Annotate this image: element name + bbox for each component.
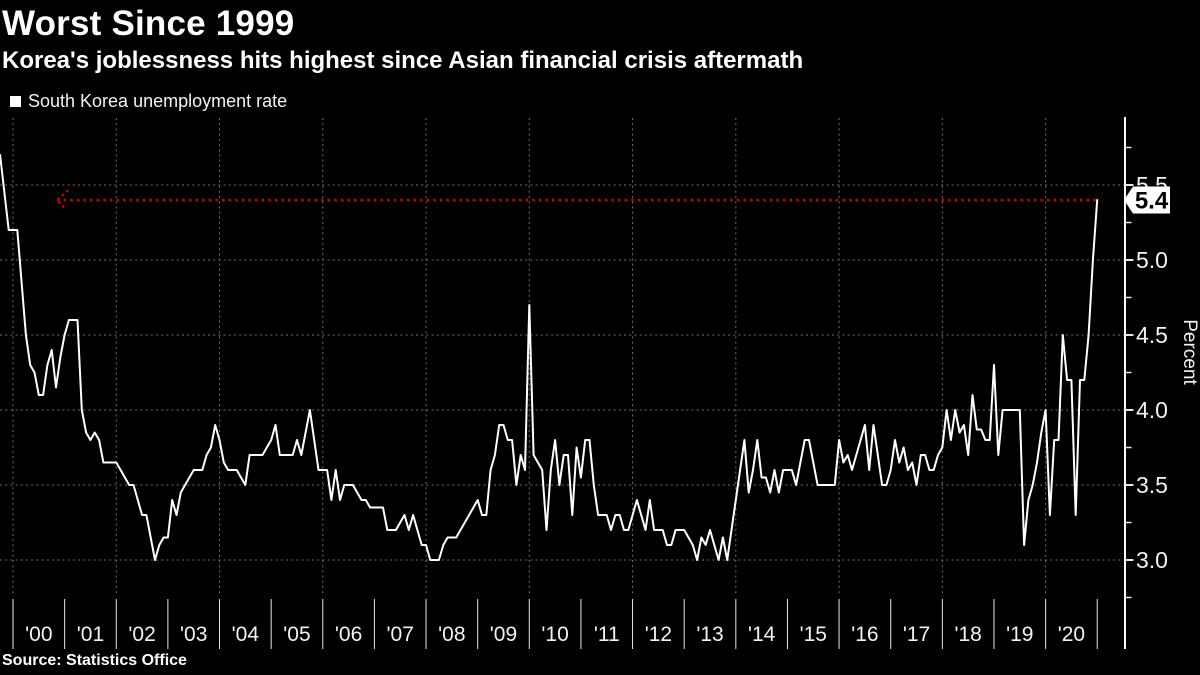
x-axis-label: '12 <box>645 623 672 646</box>
y-axis-label: 5.0 <box>1136 247 1168 273</box>
x-axis-label: '01 <box>77 623 104 646</box>
x-axis-label: '07 <box>387 623 414 646</box>
value-callout-label: 5.4 <box>1135 188 1169 215</box>
x-axis-label: '16 <box>851 623 878 646</box>
x-axis-label: '03 <box>180 623 207 646</box>
x-axis-label: '06 <box>335 623 362 646</box>
x-axis-label: '20 <box>1058 623 1085 646</box>
reference-line-arrow-icon <box>55 189 69 211</box>
x-axis-label: '09 <box>490 623 517 646</box>
x-axis-label: '10 <box>541 623 568 646</box>
y-axis-label: 3.0 <box>1136 547 1168 573</box>
x-axis-label: '02 <box>128 623 155 646</box>
unemployment-rate-line <box>0 154 1099 561</box>
x-axis-label: '14 <box>748 623 776 646</box>
x-axis-label: '11 <box>594 623 620 646</box>
page-title: Worst Since 1999 <box>2 4 295 43</box>
x-axis-label: '05 <box>283 623 310 646</box>
y-axis-label: 4.5 <box>1136 322 1168 348</box>
x-axis-label: '19 <box>1006 623 1033 646</box>
source-note: Source: Statistics Office <box>2 652 187 669</box>
x-axis-label: '18 <box>954 623 981 646</box>
y-axis-label: 4.0 <box>1136 397 1168 423</box>
x-axis-label: '08 <box>438 623 465 646</box>
x-axis-label: '04 <box>232 623 260 646</box>
y-axis-title: Percent <box>1179 319 1200 385</box>
legend: South Korea unemployment rate <box>10 91 287 112</box>
legend-square-marker <box>10 96 21 107</box>
x-axis-label: '17 <box>903 623 930 646</box>
value-callout-badge <box>1124 186 1170 214</box>
x-axis-label: '00 <box>25 623 52 646</box>
page-subtitle: Korea's joblessness hits highest since A… <box>2 47 804 74</box>
x-axis-label: '13 <box>696 623 723 646</box>
legend-label: South Korea unemployment rate <box>28 91 288 111</box>
x-axis-label: '15 <box>800 623 827 646</box>
y-axis-label: 3.5 <box>1136 472 1168 498</box>
